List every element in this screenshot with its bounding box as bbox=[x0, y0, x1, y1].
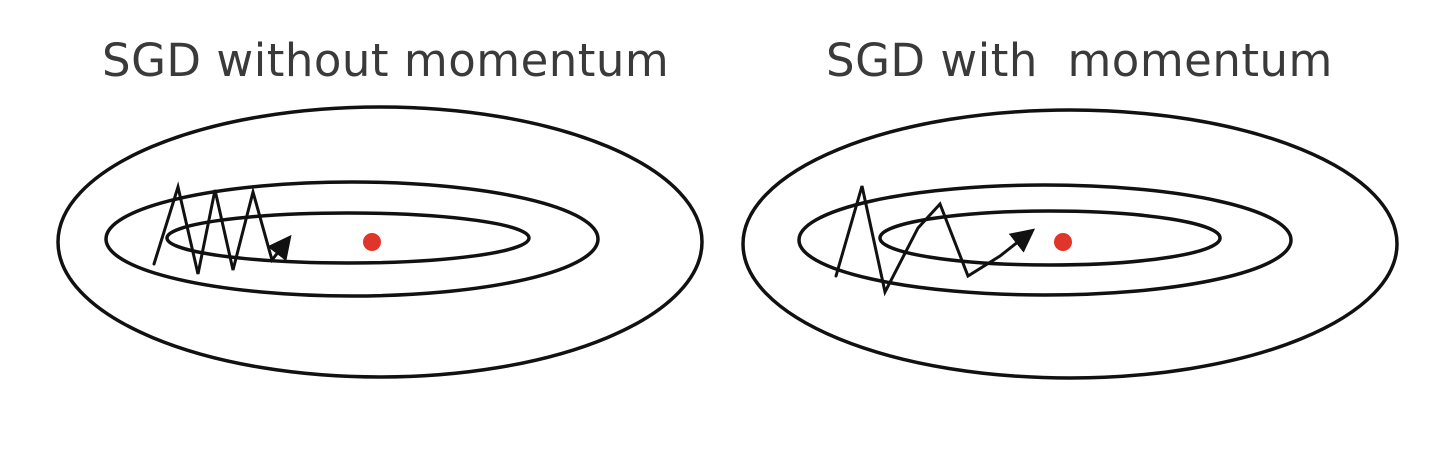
contour-inner-left bbox=[165, 211, 531, 265]
contour-outer-left bbox=[56, 105, 704, 379]
contour-inner-right bbox=[878, 209, 1222, 267]
minimum-point-right bbox=[1054, 233, 1072, 251]
panel-with-momentum bbox=[741, 108, 1399, 380]
trajectory-with-momentum bbox=[834, 185, 1036, 297]
title-sgd-with-momentum: SGD with momentum bbox=[826, 34, 1333, 87]
title-sgd-without-momentum: SGD without momentum bbox=[102, 34, 670, 87]
contour-middle-right bbox=[797, 183, 1293, 297]
contour-outer-right bbox=[741, 108, 1399, 380]
contour-middle-left bbox=[104, 180, 600, 298]
minimum-point-left bbox=[363, 233, 381, 251]
panel-without-momentum bbox=[56, 105, 704, 379]
trajectory-without-momentum bbox=[152, 181, 292, 275]
